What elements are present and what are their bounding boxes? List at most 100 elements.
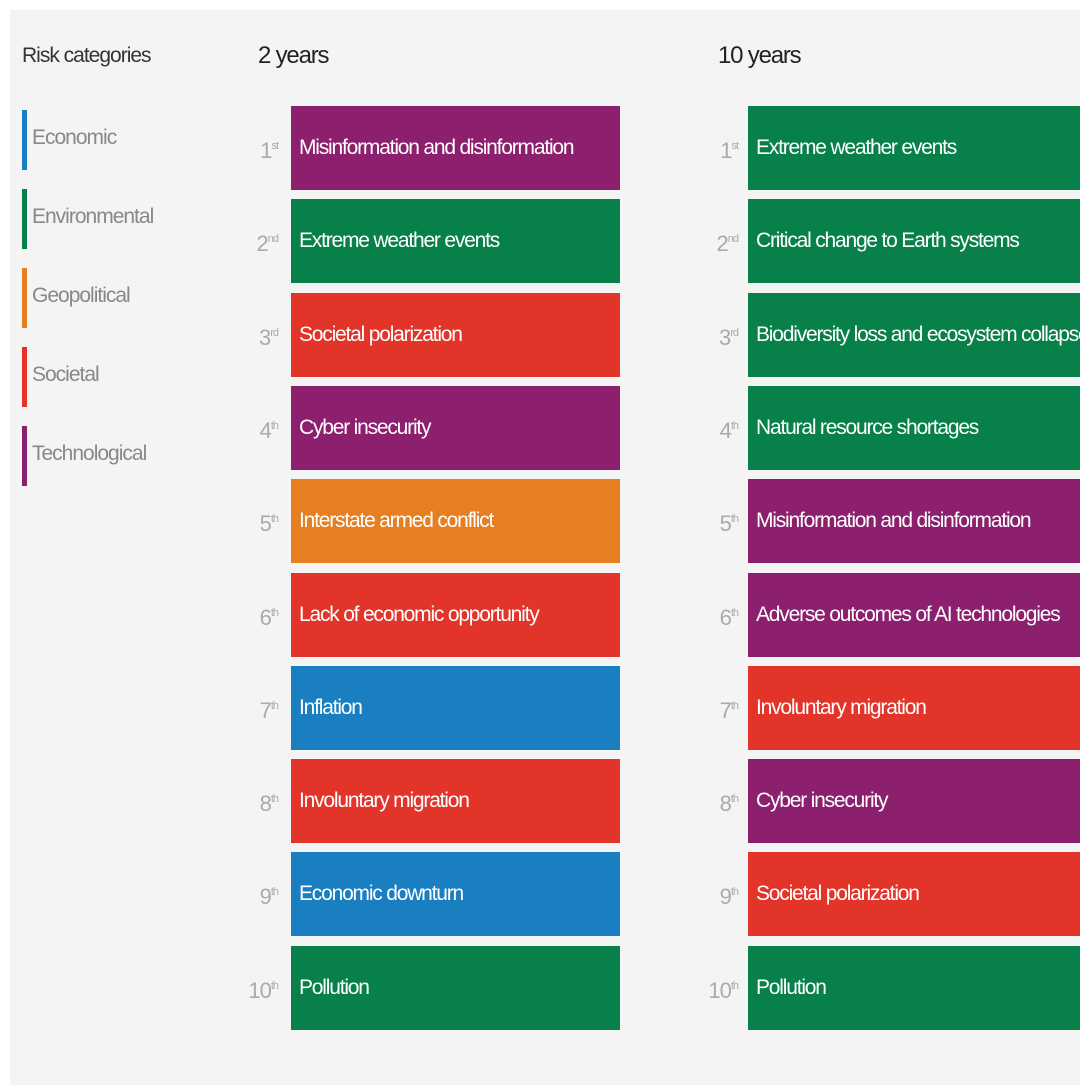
rank: 2nd	[698, 231, 740, 257]
risk-label: Misinformation and disinformation	[299, 136, 575, 159]
rank-suffix: th	[730, 699, 739, 712]
rank-suffix: th	[730, 606, 739, 619]
legend-swatch	[22, 189, 27, 249]
rank: 10th	[698, 977, 739, 1004]
risk-bar: Involuntary migration	[291, 759, 620, 844]
risk-label: Critical change to Earth systems	[756, 229, 1020, 253]
rank: 7th	[698, 697, 739, 724]
legend-label: Societal	[32, 363, 100, 386]
legend-label: Geopolitical	[32, 284, 131, 307]
rank-suffix: th	[270, 793, 279, 806]
risk-label: Inflation	[299, 695, 363, 719]
rank-number: 6	[259, 604, 272, 630]
rank-number: 4	[719, 417, 732, 443]
risk-label: Involuntary migration	[299, 789, 470, 813]
rank-suffix: st	[271, 140, 279, 152]
legend-swatch	[22, 268, 27, 328]
rank-suffix: th	[730, 886, 739, 899]
rank-suffix: th	[730, 793, 739, 806]
rank-number: 7	[259, 697, 272, 723]
risk-label: Cyber insecurity	[299, 415, 432, 439]
rank: 10th	[238, 977, 279, 1004]
risk-label: Societal polarization	[756, 882, 920, 906]
rank-number: 5	[719, 511, 732, 537]
legend-swatch	[22, 426, 27, 486]
risk-label: Adverse outcomes of AI technologies	[756, 602, 1061, 626]
risk-bar: Biodiversity loss and ecosystem collapse	[748, 292, 1085, 377]
rank: 8th	[698, 791, 739, 817]
rank-number: 4	[259, 417, 272, 443]
rank-suffix: th	[270, 699, 279, 712]
risk-bar: Misinformation and disinformation	[748, 479, 1080, 564]
rank-suffix: th	[270, 886, 279, 899]
risk-bar: Extreme weather events	[748, 106, 1080, 190]
rank: 4th	[238, 417, 279, 444]
rank-number: 10	[708, 977, 732, 1003]
risk-bar: Pollution	[291, 945, 620, 1030]
rank-number: 1	[720, 138, 732, 163]
risk-bar: Extreme weather events	[291, 199, 620, 284]
rank-number: 9	[259, 884, 272, 910]
rank-number: 6	[719, 604, 732, 630]
risk-bar: Interstate armed conflict	[291, 479, 620, 564]
rank-suffix: th	[730, 513, 739, 526]
risk-label: Economic downturn	[299, 882, 464, 906]
risk-label: Biodiversity loss and ecosystem collapse	[756, 322, 1085, 346]
risk-label: Pollution	[756, 975, 827, 999]
legend-swatch	[22, 110, 27, 170]
risk-bar: Adverse outcomes of AI technologies	[748, 572, 1080, 657]
risk-label: Involuntary migration	[756, 695, 927, 719]
legend-label: Technological	[32, 442, 147, 465]
legend-swatch	[22, 347, 27, 407]
rank: 9th	[238, 884, 279, 910]
risk-label: Societal polarization	[299, 322, 463, 346]
risk-label: Lack of economic opportunity	[299, 602, 540, 626]
rank-number: 8	[259, 791, 272, 817]
rank-suffix: th	[270, 513, 279, 526]
rank-suffix: st	[731, 140, 739, 152]
rank-number: 3	[718, 324, 731, 350]
risk-label: Interstate armed conflict	[299, 509, 494, 533]
rank: 8th	[238, 791, 279, 817]
rank-suffix: nd	[267, 233, 279, 246]
risk-bar: Misinformation and disinformation	[291, 106, 620, 190]
rank: 7th	[238, 697, 279, 724]
column-title: 10 years	[718, 42, 802, 69]
rank-number: 10	[248, 977, 272, 1003]
rank-suffix: th	[730, 419, 739, 432]
rank: 6th	[238, 604, 279, 631]
legend-title: Risk categories	[22, 44, 152, 67]
rank-number: 7	[719, 697, 732, 723]
rank-suffix: nd	[727, 233, 739, 246]
risk-label: Cyber insecurity	[756, 789, 889, 813]
legend-label: Economic	[32, 126, 117, 149]
rank-number: 1	[260, 138, 272, 163]
risk-bar: Cyber insecurity	[748, 759, 1080, 844]
rank-suffix: th	[730, 979, 739, 992]
risk-label: Pollution	[299, 975, 370, 999]
legend-label: Environmental	[32, 205, 154, 228]
rank-suffix: th	[270, 979, 279, 992]
risk-label: Extreme weather events	[756, 136, 957, 159]
rank-number: 9	[719, 884, 732, 910]
risk-bar: Societal polarization	[748, 852, 1080, 937]
risk-bar: Cyber insecurity	[291, 385, 620, 470]
risk-bar: Pollution	[748, 945, 1080, 1030]
rank-number: 3	[258, 324, 271, 350]
rank: 1st	[698, 138, 739, 164]
rank: 9th	[698, 884, 739, 910]
rank: 6th	[698, 604, 739, 631]
risk-bar: Lack of economic opportunity	[291, 572, 620, 657]
rank-suffix: rd	[730, 326, 739, 339]
rank: 3rd	[238, 324, 279, 351]
risk-label: Misinformation and disinformation	[756, 509, 1032, 533]
risk-bar: Involuntary migration	[748, 665, 1080, 750]
rank-suffix: th	[270, 606, 279, 619]
rank-number: 5	[259, 511, 272, 537]
rank-number: 2	[256, 231, 269, 257]
column-title: 2 years	[258, 42, 330, 69]
rank: 3rd	[698, 324, 739, 351]
risk-bar: Natural resource shortages	[748, 385, 1080, 470]
infographic: Risk categories Economic Environmental Geop…	[10, 10, 1085, 1085]
